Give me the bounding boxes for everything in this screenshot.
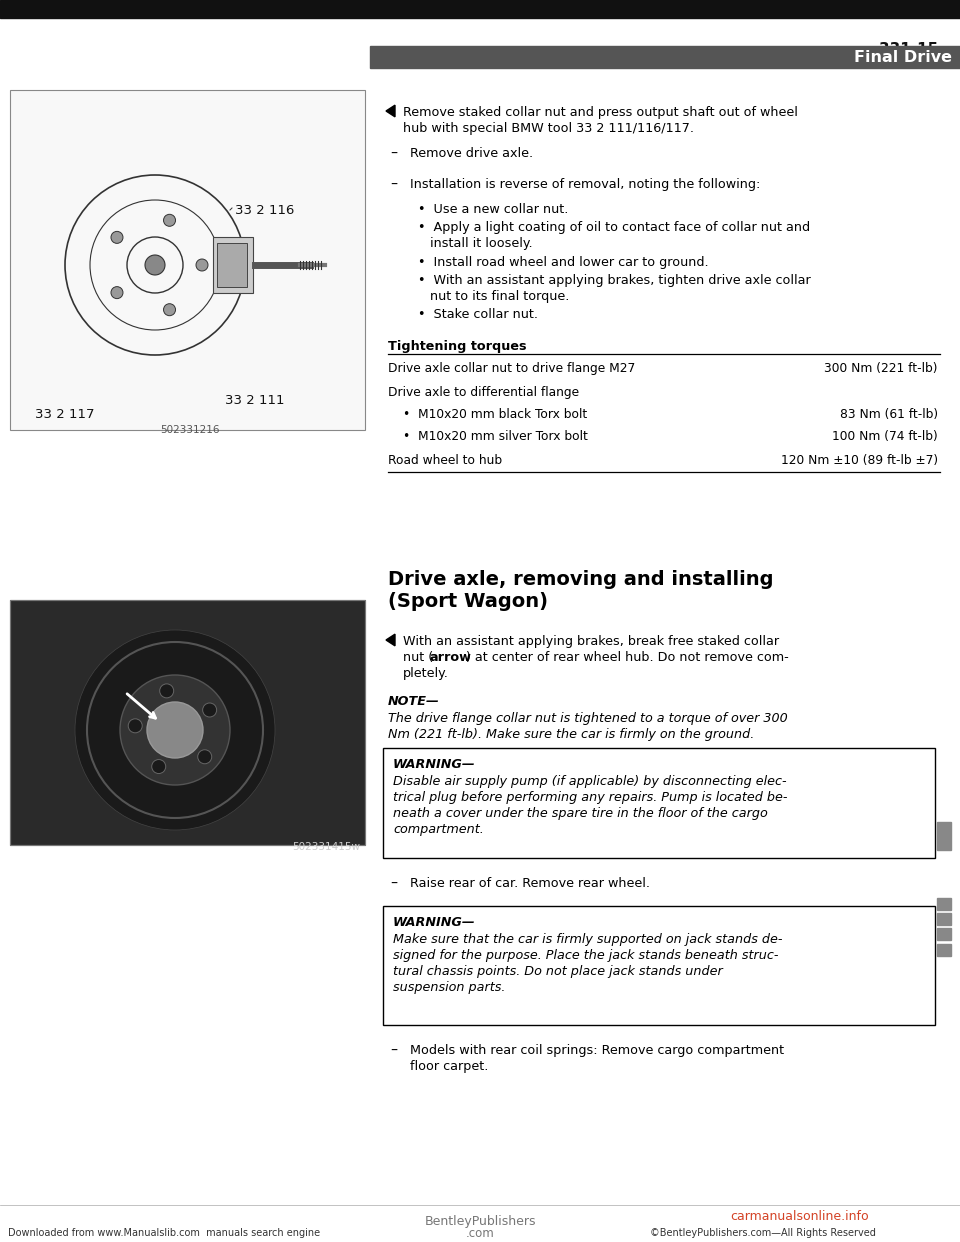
Circle shape <box>163 215 176 226</box>
Text: carmanualsonline.info: carmanualsonline.info <box>731 1210 870 1223</box>
Text: Drive axle collar nut to drive flange M27: Drive axle collar nut to drive flange M2… <box>388 361 636 375</box>
Text: Installation is reverse of removal, noting the following:: Installation is reverse of removal, noti… <box>410 178 760 191</box>
Bar <box>937 928 951 940</box>
Text: Road wheel to hub: Road wheel to hub <box>388 455 502 467</box>
Text: floor carpet.: floor carpet. <box>410 1059 489 1073</box>
Bar <box>937 822 951 850</box>
Text: BentleyPublishers: BentleyPublishers <box>424 1215 536 1228</box>
Text: nut to its final torque.: nut to its final torque. <box>430 289 569 303</box>
Text: •  With an assistant applying brakes, tighten drive axle collar: • With an assistant applying brakes, tig… <box>418 274 811 287</box>
Text: 300 Nm (221 ft-lb): 300 Nm (221 ft-lb) <box>825 361 938 375</box>
Text: •  M10x20 mm black Torx bolt: • M10x20 mm black Torx bolt <box>403 409 588 421</box>
Text: pletely.: pletely. <box>403 667 449 681</box>
Text: 83 Nm (61 ft-lb): 83 Nm (61 ft-lb) <box>840 409 938 421</box>
Text: neath a cover under the spare tire in the floor of the cargo: neath a cover under the spare tire in th… <box>393 807 768 820</box>
Circle shape <box>203 703 217 717</box>
Text: 33 2 116: 33 2 116 <box>235 204 295 216</box>
Text: The drive flange collar nut is tightened to a torque of over 300: The drive flange collar nut is tightened… <box>388 712 788 725</box>
Bar <box>937 944 951 956</box>
Bar <box>383 748 935 858</box>
Bar <box>10 89 365 430</box>
Text: NOTE—: NOTE— <box>388 696 440 708</box>
Text: •  Use a new collar nut.: • Use a new collar nut. <box>418 202 568 216</box>
Bar <box>10 600 365 845</box>
Circle shape <box>111 231 123 243</box>
Text: hub with special BMW tool 33 2 111/116/117.: hub with special BMW tool 33 2 111/116/1… <box>403 122 694 135</box>
Circle shape <box>163 304 176 315</box>
Text: Nm (221 ft-lb). Make sure the car is firmly on the ground.: Nm (221 ft-lb). Make sure the car is fir… <box>388 728 755 741</box>
Bar <box>217 243 247 287</box>
Circle shape <box>198 750 212 764</box>
Polygon shape <box>386 106 395 117</box>
Text: nut (: nut ( <box>403 651 433 664</box>
Bar <box>937 898 951 910</box>
Text: Final Drive: Final Drive <box>854 50 952 65</box>
Text: ©BentleyPublishers.com—All Rights Reserved: ©BentleyPublishers.com—All Rights Reserv… <box>650 1228 876 1238</box>
Circle shape <box>75 630 275 830</box>
Text: Make sure that the car is firmly supported on jack stands de-: Make sure that the car is firmly support… <box>393 933 782 946</box>
Text: 33 2 111: 33 2 111 <box>225 394 284 406</box>
Text: Disable air supply pump (if applicable) by disconnecting elec-: Disable air supply pump (if applicable) … <box>393 775 786 787</box>
Bar <box>937 913 951 925</box>
Bar <box>0 0 960 17</box>
Text: 33 2 117: 33 2 117 <box>35 409 94 421</box>
Circle shape <box>147 702 203 758</box>
Text: Models with rear coil springs: Remove cargo compartment: Models with rear coil springs: Remove ca… <box>410 1045 784 1057</box>
Text: Remove staked collar nut and press output shaft out of wheel: Remove staked collar nut and press outpu… <box>403 106 798 119</box>
Text: Drive axle, removing and installing: Drive axle, removing and installing <box>388 570 774 589</box>
Text: WARNING—: WARNING— <box>393 917 475 929</box>
Circle shape <box>111 287 123 298</box>
Text: Downloaded from www.Manualslib.com  manuals search engine: Downloaded from www.Manualslib.com manua… <box>8 1228 320 1238</box>
Text: suspension parts.: suspension parts. <box>393 981 505 994</box>
Text: ) at center of rear wheel hub. Do not remove com-: ) at center of rear wheel hub. Do not re… <box>466 651 789 664</box>
Text: •  Apply a light coating of oil to contact face of collar nut and: • Apply a light coating of oil to contac… <box>418 221 810 233</box>
Polygon shape <box>386 635 395 646</box>
Text: –: – <box>390 1045 397 1058</box>
Text: 331-15: 331-15 <box>878 42 938 57</box>
Text: Raise rear of car. Remove rear wheel.: Raise rear of car. Remove rear wheel. <box>410 877 650 891</box>
Bar <box>10 600 365 845</box>
Text: Tightening torques: Tightening torques <box>388 340 526 353</box>
Text: –: – <box>390 178 397 193</box>
Text: .com: .com <box>466 1227 494 1240</box>
Text: 100 Nm (74 ft-lb): 100 Nm (74 ft-lb) <box>832 430 938 443</box>
Circle shape <box>152 760 166 774</box>
Circle shape <box>159 684 174 698</box>
Text: signed for the purpose. Place the jack stands beneath struc-: signed for the purpose. Place the jack s… <box>393 949 779 963</box>
Bar <box>383 905 935 1025</box>
Text: arrow: arrow <box>429 651 470 664</box>
Text: install it loosely.: install it loosely. <box>430 237 533 250</box>
Text: •  Install road wheel and lower car to ground.: • Install road wheel and lower car to gr… <box>418 256 708 270</box>
Text: trical plug before performing any repairs. Pump is located be-: trical plug before performing any repair… <box>393 791 787 804</box>
Text: WARNING—: WARNING— <box>393 758 475 771</box>
Circle shape <box>129 719 142 733</box>
Text: With an assistant applying brakes, break free staked collar: With an assistant applying brakes, break… <box>403 635 780 648</box>
Text: 502331415w: 502331415w <box>292 842 360 852</box>
Circle shape <box>196 260 208 271</box>
Bar <box>370 46 960 68</box>
Text: tural chassis points. Do not place jack stands under: tural chassis points. Do not place jack … <box>393 965 723 977</box>
Bar <box>213 237 253 293</box>
Circle shape <box>120 674 230 785</box>
Text: 502331216: 502331216 <box>160 425 220 435</box>
Text: –: – <box>390 877 397 891</box>
Text: 120 Nm ±10 (89 ft-lb ±7): 120 Nm ±10 (89 ft-lb ±7) <box>780 455 938 467</box>
Text: –: – <box>390 147 397 161</box>
Text: •  Stake collar nut.: • Stake collar nut. <box>418 308 538 320</box>
Text: Remove drive axle.: Remove drive axle. <box>410 147 533 160</box>
Text: •  M10x20 mm silver Torx bolt: • M10x20 mm silver Torx bolt <box>403 430 588 443</box>
Text: compartment.: compartment. <box>393 823 484 836</box>
Text: Drive axle to differential flange: Drive axle to differential flange <box>388 386 579 399</box>
Circle shape <box>145 255 165 274</box>
Text: (Sport Wagon): (Sport Wagon) <box>388 592 548 611</box>
